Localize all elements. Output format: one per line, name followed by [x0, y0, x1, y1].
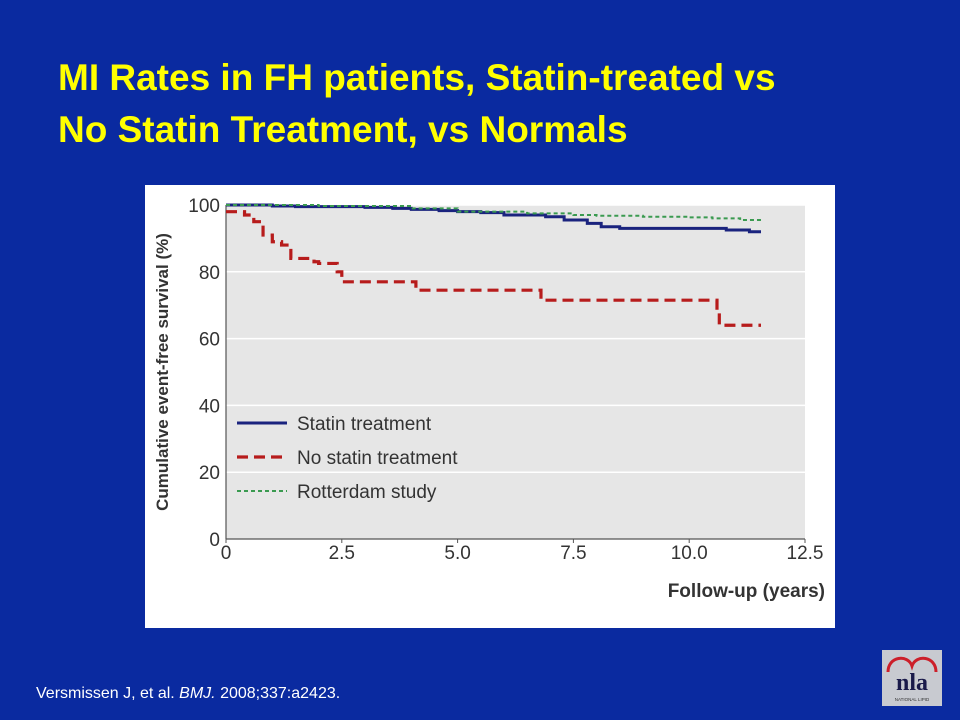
x-tick-label: 0 — [221, 543, 232, 564]
x-tick-label: 7.5 — [560, 543, 586, 564]
y-tick-label: 60 — [199, 330, 220, 351]
y-tick-label: 80 — [199, 263, 220, 284]
slide-title-line-1: MI Rates in FH patients, Statin-treated … — [58, 57, 776, 98]
citation: Versmissen J, et al. BMJ. 2008;337:a2423… — [36, 685, 340, 703]
slide-title-line-2: No Statin Treatment, vs Normals — [58, 109, 628, 150]
plot-area — [226, 205, 805, 539]
y-tick-label: 40 — [199, 396, 220, 417]
series-line-statin-treatment — [226, 203, 761, 234]
y-axis-label: Cumulative event-free survival (%) — [153, 233, 172, 511]
citation-authors: Versmissen J, et al. — [36, 685, 180, 702]
x-tick-label: 2.5 — [329, 543, 355, 564]
y-tick-label: 0 — [209, 530, 220, 551]
legend-label: No statin treatment — [297, 448, 458, 469]
x-tick-label: 5.0 — [444, 543, 470, 564]
nla-logo-mark: nla NATIONAL LIPID — [886, 656, 938, 702]
slide-title: MI Rates in FH patients, Statin-treated … — [58, 52, 938, 156]
x-axis-label: Follow-up (years) — [668, 581, 825, 602]
axes — [225, 205, 805, 540]
x-tick-label: 10.0 — [671, 543, 708, 564]
y-tick-label: 20 — [199, 463, 220, 484]
citation-journal: BMJ. — [179, 685, 216, 702]
legend: Statin treatment No statin treatment Rotte… — [237, 414, 458, 503]
y-tick-label: 100 — [188, 196, 220, 217]
tick-labels: 0 20 40 60 80 100 0 2.5 5.0 7.5 10.0 12.5 — [188, 196, 823, 564]
survival-chart-svg: 0 20 40 60 80 100 0 2.5 5.0 7.5 10.0 12.5 Statin tr… — [153, 196, 825, 602]
series-lines — [226, 203, 762, 327]
citation-details: 2008;337:a2423. — [215, 685, 341, 702]
legend-label: Rotterdam study — [297, 482, 437, 503]
svg-text:NATIONAL LIPID: NATIONAL LIPID — [895, 697, 930, 702]
x-tick-label: 12.5 — [787, 543, 824, 564]
survival-chart: 0 20 40 60 80 100 0 2.5 5.0 7.5 10.0 12.5 Statin tr… — [145, 185, 835, 628]
series-line-rotterdam-study — [226, 204, 762, 222]
series-line-no-statin-treatment — [226, 210, 761, 327]
legend-label: Statin treatment — [297, 414, 432, 435]
nla-logo: nla NATIONAL LIPID — [882, 650, 942, 706]
grid-lines — [225, 204, 806, 543]
svg-text:nla: nla — [896, 670, 928, 696]
